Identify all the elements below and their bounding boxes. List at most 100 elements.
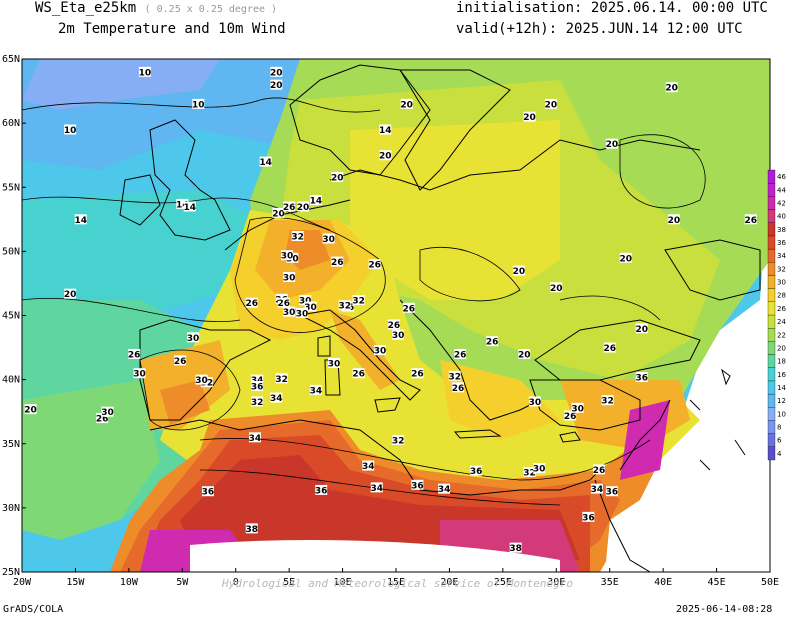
svg-text:36: 36 xyxy=(251,383,264,393)
svg-text:30: 30 xyxy=(101,408,114,418)
colorbar-label: 46 xyxy=(777,173,786,181)
lon-tick-label: 20W xyxy=(13,577,32,588)
svg-text:20: 20 xyxy=(550,284,563,294)
colorbar-label: 38 xyxy=(777,226,786,234)
lat-tick-label: 45N xyxy=(2,311,20,322)
temperature-field xyxy=(22,59,770,572)
colorbar-label: 14 xyxy=(777,384,786,392)
svg-text:26: 26 xyxy=(368,261,381,271)
svg-text:30: 30 xyxy=(374,347,387,357)
colorbar-swatch xyxy=(767,433,776,447)
model-title: WS_Eta_e25km ( 0.25 x 0.25 degree ) xyxy=(35,0,277,16)
temperature-colorbar: 4681012141618202224262830323436384042444… xyxy=(767,169,786,461)
contour-label: 32 xyxy=(449,370,461,382)
valid-time: valid(+12h): 2025.JUN.14 12:00 UTC xyxy=(456,21,743,37)
contour-label: 36 xyxy=(251,381,264,393)
svg-text:30: 30 xyxy=(283,308,296,318)
contour-label: 20 xyxy=(636,323,648,335)
field-title: 2m Temperature and 10m Wind xyxy=(58,21,286,37)
colorbar-swatch xyxy=(767,196,776,210)
contour-label: 30 xyxy=(374,345,387,357)
svg-text:32: 32 xyxy=(291,232,304,242)
watermark: Hydrological and Meteorological service … xyxy=(222,577,573,590)
contour-label: 26 xyxy=(96,413,108,425)
contour-label: 36 xyxy=(636,372,649,384)
contour-label: 32 xyxy=(352,295,365,307)
colorbar-label: 42 xyxy=(777,199,786,207)
svg-text:34: 34 xyxy=(591,485,604,495)
colorbar-label: 24 xyxy=(777,318,786,326)
lon-tick-label: 50E xyxy=(761,577,779,588)
svg-text:20: 20 xyxy=(400,100,413,110)
svg-text:34: 34 xyxy=(249,434,262,444)
svg-text:20: 20 xyxy=(64,290,77,300)
contour-label: 26 xyxy=(403,302,415,314)
colorbar-swatch xyxy=(767,328,776,342)
contour-label: 26 xyxy=(283,201,295,213)
contour-label: 30 xyxy=(571,402,584,414)
colorbar-swatch xyxy=(767,262,776,276)
contour-label: 10 xyxy=(192,98,205,110)
colorbar-label: 6 xyxy=(777,437,782,445)
colorbar-swatch xyxy=(767,183,776,197)
contour-label: 34 xyxy=(371,482,383,494)
svg-text:14: 14 xyxy=(75,216,88,226)
contour-label: 20 xyxy=(545,98,557,110)
longitude-axis: 20W 15W 10W 5W 0 5E 10E 15E 20E 25E 30E 35E 40E 45E 50… xyxy=(13,568,779,588)
colorbar-swatch xyxy=(767,420,776,434)
svg-text:14: 14 xyxy=(379,126,392,136)
latitude-axis: 65N 60N 55N 50N 45N 40N 35N 30N 25N xyxy=(2,54,26,578)
colorbar-label: 40 xyxy=(777,213,786,221)
contour-label: 20 xyxy=(297,201,309,213)
lon-tick-label: 10E xyxy=(334,577,352,588)
svg-text:30: 30 xyxy=(571,404,584,414)
svg-text:20: 20 xyxy=(518,350,531,360)
contour-label: 14 xyxy=(176,198,189,210)
colorbar-swatch xyxy=(767,393,776,408)
svg-text:26: 26 xyxy=(245,299,258,309)
svg-text:26: 26 xyxy=(564,412,577,422)
colorbar-swatch xyxy=(767,354,776,368)
contour-label: 10 xyxy=(139,66,152,78)
svg-text:20: 20 xyxy=(665,84,678,94)
contour-label: 30 xyxy=(195,374,208,386)
lon-tick-label: 0 xyxy=(233,577,239,588)
contour-label: 30 xyxy=(296,307,308,319)
svg-text:26: 26 xyxy=(603,344,616,354)
lon-tick-label: 30E xyxy=(547,577,565,588)
init-time: initialisation: 2025.06.14. 00:00 UTC xyxy=(456,0,768,16)
contour-label: 36 xyxy=(411,479,424,491)
contour-label: 26 xyxy=(603,342,616,354)
svg-text:10: 10 xyxy=(139,68,152,78)
svg-text:34: 34 xyxy=(438,485,451,495)
colorbar-label: 28 xyxy=(777,292,786,300)
grads-credit: GrADS/COLA xyxy=(3,604,64,615)
svg-text:20: 20 xyxy=(668,216,681,226)
contour-label: 34 xyxy=(270,392,283,404)
colorbar-swatch xyxy=(767,446,776,461)
svg-text:36: 36 xyxy=(315,486,328,496)
contour-label: 20 xyxy=(518,348,531,360)
svg-text:32: 32 xyxy=(523,468,536,478)
contour-label: 38 xyxy=(245,523,258,535)
contour-label: 26 xyxy=(128,348,140,360)
svg-text:26: 26 xyxy=(352,370,365,380)
contour-label: 30 xyxy=(322,233,335,245)
lat-tick-label: 25N xyxy=(2,567,20,578)
svg-text:30: 30 xyxy=(304,303,317,313)
colorbar-label: 4 xyxy=(777,450,782,458)
svg-text:14: 14 xyxy=(259,158,272,168)
svg-text:26: 26 xyxy=(411,370,424,380)
render-timestamp: 2025-06-14-08:28 xyxy=(676,604,773,615)
contour-label: 26 xyxy=(331,256,343,268)
svg-text:36: 36 xyxy=(202,488,215,498)
colorbar-label: 16 xyxy=(777,371,786,379)
colorbar-swatch xyxy=(767,314,776,329)
contour-label: 32 xyxy=(251,396,263,408)
contour-label: 20 xyxy=(272,207,285,219)
contour-label: 36 xyxy=(315,484,328,496)
lon-tick-label: 40E xyxy=(654,577,672,588)
contour-label: 34 xyxy=(249,432,262,444)
svg-text:36: 36 xyxy=(636,374,649,384)
contour-label: 20 xyxy=(523,111,536,123)
